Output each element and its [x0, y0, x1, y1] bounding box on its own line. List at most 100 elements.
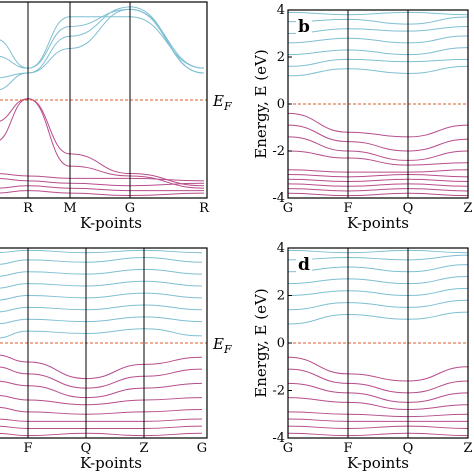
- band-conduction-4: [0, 280, 203, 289]
- band-valence-9: [287, 136, 469, 161]
- panel-letter-bg: [296, 16, 312, 36]
- band-conduction-3: [0, 16, 205, 69]
- band-conduction-2: [0, 304, 203, 313]
- y-axis-title: Energy, E (eV): [252, 49, 270, 158]
- panel-b: G F Q Z K-points -4 -2 0 2 4 Energy, E (eV) b: [252, 3, 473, 232]
- band-conduction-4: [287, 264, 469, 273]
- band-conduction-6: [287, 249, 469, 254]
- kpoint-label: M: [63, 201, 76, 216]
- band-conduction-1: [287, 58, 469, 67]
- x-axis-title: K-points: [80, 454, 142, 472]
- panel-a: R M G R K-points EF: [0, 1, 232, 232]
- band-valence-8: [0, 354, 203, 380]
- band-conduction-1: [287, 299, 469, 311]
- kpoint-label: Q: [81, 441, 92, 456]
- band-valence-11: [287, 169, 469, 173]
- y-tick-label: -4: [272, 191, 285, 206]
- kpoint-label: Q: [403, 441, 414, 456]
- band-valence-12: [0, 406, 203, 415]
- band-valence-10: [287, 150, 469, 166]
- band-conduction-1: [0, 6, 205, 79]
- band-valence-13: [287, 178, 469, 183]
- band-conduction-7: [0, 249, 203, 254]
- band-conduction-0: [0, 328, 203, 339]
- kpoint-label: G: [283, 441, 293, 456]
- band-conduction-0: [287, 65, 469, 77]
- band-valence-14: [287, 432, 469, 437]
- band-valence-14: [287, 183, 469, 187]
- band-valence-13: [0, 418, 203, 422]
- kpoint-label: F: [23, 441, 32, 456]
- plot-frame: [0, 247, 208, 439]
- kpoint-label: Q: [403, 201, 414, 216]
- band-valence-6: [0, 173, 205, 182]
- fermi-label-subscript: F: [223, 343, 232, 356]
- band-valence-7: [287, 112, 469, 138]
- band-conduction-3: [0, 292, 203, 301]
- plot-frame: [0, 1, 208, 199]
- y-tick-label: 2: [277, 289, 285, 304]
- band-valence-9: [287, 382, 469, 403]
- x-axis-title: K-points: [347, 214, 409, 232]
- band-conduction-3: [287, 276, 469, 285]
- kpoint-label: Z: [139, 441, 148, 456]
- fermi-level-label: EF: [212, 335, 232, 356]
- y-axis-title: Energy, E (eV): [252, 288, 270, 397]
- band-conduction-4: [287, 25, 469, 34]
- y-tick-label: -2: [272, 144, 285, 159]
- y-tick-label: -2: [272, 384, 285, 399]
- band-valence-8: [287, 124, 469, 152]
- fermi-label-main: E: [212, 335, 224, 353]
- band-valence-5: [0, 98, 205, 189]
- band-valence-11: [287, 411, 469, 418]
- band-valence-13: [287, 425, 469, 430]
- band-valence-8: [0, 185, 204, 192]
- band-valence-16: [287, 192, 469, 197]
- kpoint-label: Z: [463, 441, 472, 456]
- band-conduction-6: [0, 256, 203, 265]
- band-conduction-0: [287, 311, 469, 325]
- band-valence-10: [0, 380, 203, 399]
- band-valence-15: [0, 432, 203, 437]
- y-tick-label: -4: [272, 431, 285, 446]
- kpoint-label: G: [197, 441, 207, 456]
- fermi-label-subscript: F: [223, 100, 232, 113]
- band-valence-10: [287, 397, 469, 411]
- y-tick-label: 2: [277, 50, 285, 65]
- band-conduction-3: [287, 35, 469, 44]
- kpoint-label: G: [125, 201, 135, 216]
- panel-letter: d: [298, 255, 310, 275]
- band-valence-12: [287, 173, 469, 178]
- band-valence-8: [287, 368, 469, 394]
- fermi-level-label: EF: [212, 92, 232, 113]
- band-conduction-5: [287, 16, 469, 25]
- band-conduction-1: [0, 316, 203, 325]
- panel-letter-bg: [296, 254, 312, 274]
- band-conduction-0: [0, 8, 205, 91]
- y-tick-label: 4: [277, 241, 285, 256]
- band-valence-9: [0, 190, 205, 197]
- band-valence-4: [0, 98, 205, 187]
- band-conduction-2: [287, 47, 469, 56]
- kpoint-label: Z: [463, 201, 472, 216]
- band-conduction-5: [0, 268, 203, 277]
- band-valence-12: [287, 418, 468, 422]
- band-conduction-2: [287, 287, 469, 297]
- band-conduction-6: [287, 11, 469, 16]
- kpoint-label: R: [23, 201, 34, 216]
- panel-letter: b: [298, 17, 310, 37]
- kpoint-label: G: [283, 201, 293, 216]
- y-tick-label: 0: [277, 97, 285, 112]
- kpoint-label: R: [199, 201, 210, 216]
- y-tick-label: 0: [277, 336, 285, 351]
- band-valence-15: [287, 188, 469, 192]
- band-valence-7: [287, 356, 469, 382]
- band-conduction-5: [287, 254, 469, 261]
- y-tick-label: 4: [277, 3, 285, 18]
- band-valence-14: [0, 425, 203, 430]
- band-conduction-2: [0, 8, 205, 69]
- kpoint-label: F: [343, 441, 352, 456]
- kpoint-label: F: [343, 201, 352, 216]
